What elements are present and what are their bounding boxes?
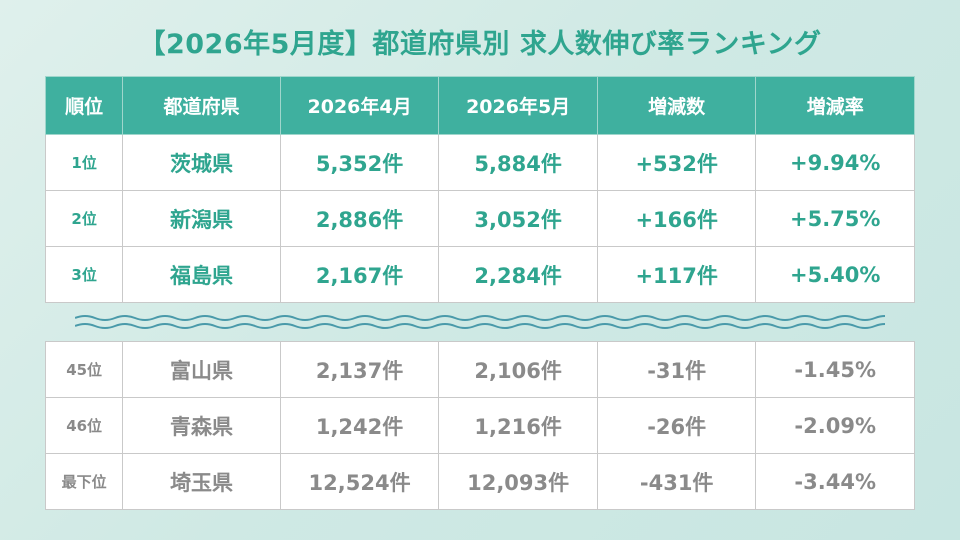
table-row: 2位 新潟県 2,886件 3,052件 +166件 +5.75% [44, 190, 915, 247]
may-cell: 5,884件 [438, 134, 598, 191]
header-april: 2026年4月 [279, 76, 440, 135]
rate-cell: -1.45% [755, 341, 915, 398]
header-rate: 増減率 [755, 76, 915, 135]
rate-cell: -2.09% [755, 397, 915, 454]
rate-cell: +5.40% [755, 246, 915, 303]
header-prefecture: 都道府県 [122, 76, 281, 135]
rate-cell: +9.94% [755, 134, 915, 191]
rank-cell: 45位 [44, 341, 124, 398]
rank-cell: 3位 [44, 246, 124, 303]
rank-cell: 最下位 [44, 453, 124, 510]
rank-cell: 2位 [44, 190, 124, 247]
header-change: 増減数 [596, 76, 757, 135]
prefecture-cell: 茨城県 [122, 134, 281, 191]
may-cell: 3,052件 [438, 190, 598, 247]
april-cell: 2,137件 [279, 341, 440, 398]
table-row: 最下位 埼玉県 12,524件 12,093件 -431件 -3.44% [44, 453, 915, 510]
wave-divider [75, 315, 885, 329]
may-cell: 1,216件 [438, 397, 598, 454]
april-cell: 12,524件 [279, 453, 440, 510]
table-row: 46位 青森県 1,242件 1,216件 -26件 -2.09% [44, 397, 915, 454]
april-cell: 1,242件 [279, 397, 440, 454]
table-header-row: 順位 都道府県 2026年4月 2026年5月 増減数 増減率 [44, 76, 915, 135]
change-cell: +117件 [596, 246, 757, 303]
prefecture-cell: 福島県 [122, 246, 281, 303]
top-ranking-table: 順位 都道府県 2026年4月 2026年5月 増減数 増減率 1位 茨城県 5… [44, 76, 915, 303]
change-cell: -31件 [596, 341, 757, 398]
table-row: 3位 福島県 2,167件 2,284件 +117件 +5.40% [44, 246, 915, 303]
change-cell: +166件 [596, 190, 757, 247]
may-cell: 2,106件 [438, 341, 598, 398]
change-cell: +532件 [596, 134, 757, 191]
rate-cell: +5.75% [755, 190, 915, 247]
rank-cell: 46位 [44, 397, 124, 454]
table-row: 1位 茨城県 5,352件 5,884件 +532件 +9.94% [44, 134, 915, 191]
prefecture-cell: 青森県 [122, 397, 281, 454]
table-row: 45位 富山県 2,137件 2,106件 -31件 -1.45% [44, 341, 915, 398]
header-may: 2026年5月 [438, 76, 598, 135]
april-cell: 5,352件 [279, 134, 440, 191]
may-cell: 2,284件 [438, 246, 598, 303]
page-title: 【2026年5月度】都道府県別 求人数伸び率ランキング [138, 29, 822, 60]
prefecture-cell: 富山県 [122, 341, 281, 398]
may-cell: 12,093件 [438, 453, 598, 510]
change-cell: -26件 [596, 397, 757, 454]
april-cell: 2,886件 [279, 190, 440, 247]
bottom-ranking-table: 45位 富山県 2,137件 2,106件 -31件 -1.45% 46位 青森… [44, 341, 915, 510]
prefecture-cell: 新潟県 [122, 190, 281, 247]
prefecture-cell: 埼玉県 [122, 453, 281, 510]
april-cell: 2,167件 [279, 246, 440, 303]
change-cell: -431件 [596, 453, 757, 510]
rate-cell: -3.44% [755, 453, 915, 510]
header-rank: 順位 [44, 76, 124, 135]
rank-cell: 1位 [44, 134, 124, 191]
